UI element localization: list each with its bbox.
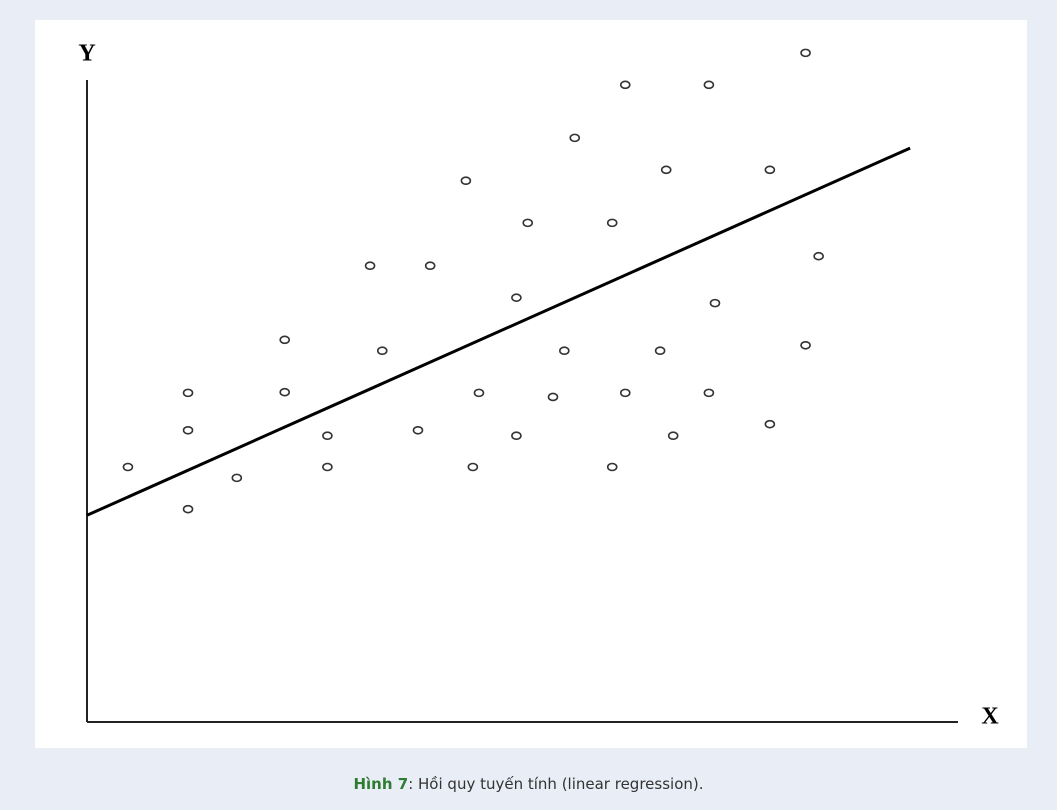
y-axis-label: Y: [78, 41, 95, 67]
point: [703, 80, 715, 90]
point: [231, 473, 243, 483]
point: [473, 388, 485, 398]
chart: Y X: [78, 41, 999, 730]
point: [703, 388, 715, 398]
point: [569, 133, 581, 143]
point: [764, 419, 776, 429]
point: [322, 462, 333, 472]
point: [376, 346, 388, 356]
point: [764, 165, 776, 175]
point: [800, 340, 811, 350]
point: [412, 425, 424, 435]
point: [709, 298, 721, 308]
caption-text: : Hồi quy tuyến tính (linear regression)…: [408, 775, 704, 793]
point: [813, 251, 824, 261]
point: [800, 48, 811, 58]
point: [619, 80, 631, 90]
point: [182, 388, 194, 398]
caption: Hình 7: Hồi quy tuyến tính (linear regre…: [0, 775, 1057, 793]
figure-panel: [35, 20, 1027, 748]
point: [606, 462, 618, 472]
point: [559, 346, 570, 356]
regression-line: [86, 146, 911, 517]
point: [619, 388, 631, 398]
point: [322, 431, 333, 441]
point: [364, 261, 376, 271]
point: [667, 431, 679, 441]
x-axis-label: X: [981, 704, 999, 730]
point: [460, 176, 472, 186]
point: [182, 504, 194, 514]
point: [279, 335, 291, 345]
point: [467, 462, 479, 472]
point: [122, 462, 134, 472]
point: [606, 218, 618, 228]
point: [279, 387, 291, 397]
point: [522, 218, 534, 228]
point: [511, 431, 522, 441]
caption-label: Hình 7: [353, 775, 409, 793]
point: [547, 392, 559, 402]
point: [511, 293, 522, 302]
point: [654, 346, 666, 356]
point: [660, 165, 672, 175]
point: [182, 425, 194, 435]
point: [424, 261, 436, 271]
